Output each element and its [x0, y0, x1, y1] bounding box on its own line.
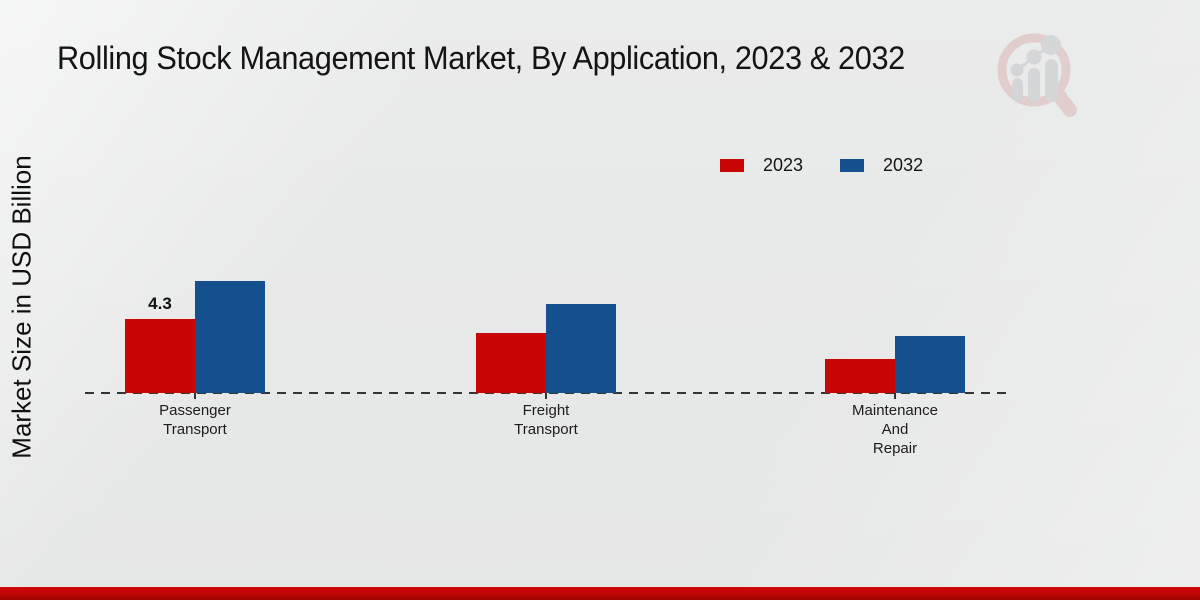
- legend-item-2023: 2023: [720, 155, 803, 176]
- legend: 2023 2032: [720, 155, 923, 176]
- footer-accent-band: [0, 587, 1200, 600]
- legend-swatch-2032: [840, 159, 865, 172]
- magnifier-bar-chart-logo-icon: [997, 33, 1077, 117]
- legend-swatch-2023: [720, 159, 744, 172]
- bar-2023-passenger-transport: [125, 319, 195, 393]
- x-category-label-passenger-transport: Passenger Transport: [159, 402, 231, 438]
- bar-2023-maintenance-and-repair: [825, 359, 895, 393]
- legend-item-2032: 2032: [840, 155, 923, 176]
- legend-label-2023: 2023: [763, 155, 804, 175]
- x-tick: [894, 393, 896, 399]
- bar-2032-passenger-transport: [195, 281, 265, 393]
- bar-value-label: 4.3: [148, 294, 172, 314]
- bar-2023-freight-transport: [476, 333, 546, 393]
- x-category-label-freight-transport: Freight Transport: [514, 402, 578, 438]
- x-tick: [545, 393, 547, 399]
- chart-title: Rolling Stock Management Market, By Appl…: [57, 40, 905, 76]
- legend-label-2032: 2032: [883, 155, 924, 175]
- x-category-label-maintenance-and-repair: Maintenance And Repair: [852, 402, 938, 457]
- bar-2032-freight-transport: [546, 304, 616, 393]
- x-tick: [194, 393, 196, 399]
- bar-2032-maintenance-and-repair: [895, 336, 965, 393]
